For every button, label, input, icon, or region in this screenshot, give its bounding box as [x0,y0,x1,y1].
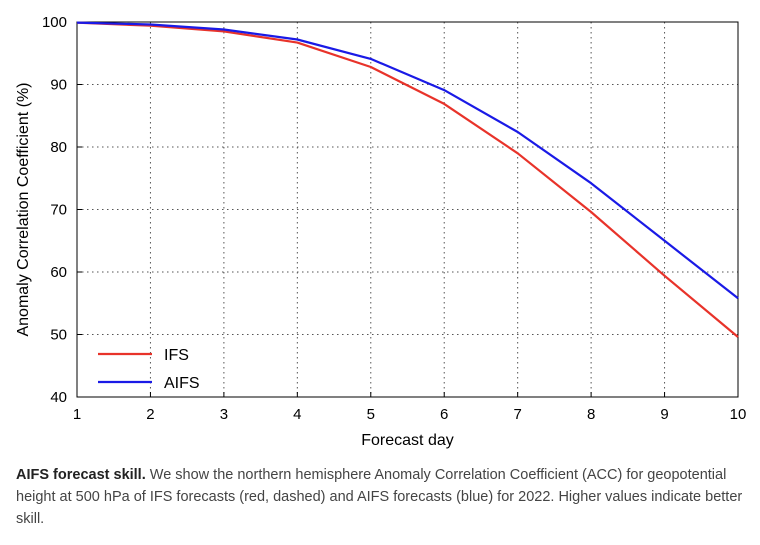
x-tick-label: 5 [367,406,375,423]
y-tick-label: 80 [50,139,67,156]
caption-text: We show the northern hemisphere Anomaly … [16,467,743,527]
x-tick-label: 2 [146,406,154,423]
y-tick-label: 50 [50,327,67,344]
y-tick-label: 60 [50,264,67,281]
y-tick-label: 100 [42,14,67,31]
x-tick-label: 3 [220,406,228,423]
acc-line-chart: 1 2 3 4 5 6 7 8 9 10 40 50 60 70 80 90 100 IFS AIFS Forec… [15,14,746,449]
ticks: 1 2 3 4 5 6 7 8 9 10 40 50 60 70 80 90 100 [42,14,746,423]
series [76,21,739,338]
grid [77,22,738,397]
figure-caption: AIFS forecast skill. We show the norther… [16,464,746,530]
caption-bold: AIFS forecast skill. [16,467,146,483]
x-tick-label: 10 [730,406,747,423]
y-tick-label: 70 [50,202,67,219]
x-tick-label: 7 [513,406,521,423]
y-tick-label: 40 [50,389,67,406]
y-axis-title: Anomaly Correlation Coefficient (%) [15,82,32,336]
x-tick-label: 9 [660,406,668,423]
legend-label-ifs: IFS [164,347,189,364]
x-tick-label: 1 [73,406,81,423]
x-tick-label: 4 [293,406,301,423]
x-axis-title: Forecast day [361,432,453,449]
series-line-aifs [76,21,739,300]
x-tick-label: 6 [440,406,448,423]
legend-label-aifs: AIFS [164,375,200,392]
x-tick-label: 8 [587,406,595,423]
series-line-ifs [76,21,739,338]
legend: IFS AIFS [98,347,200,392]
y-tick-label: 90 [50,77,67,94]
